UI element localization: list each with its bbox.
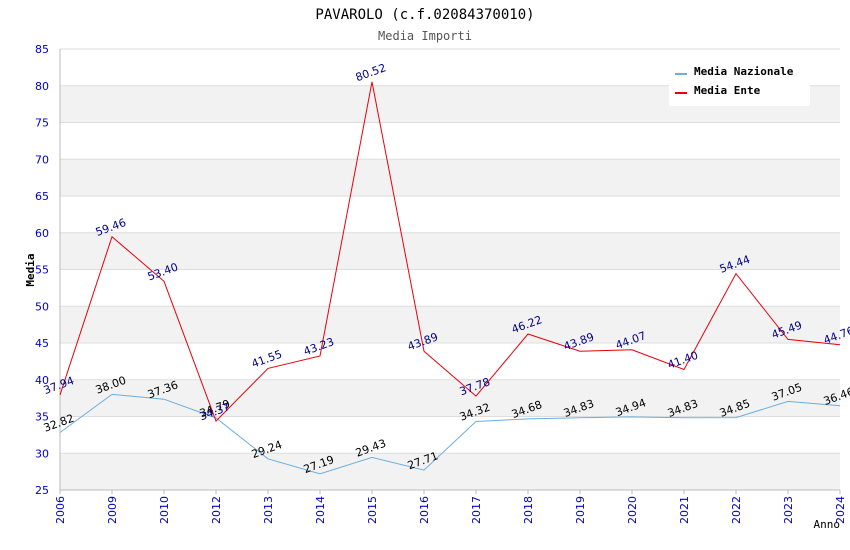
x-tick-2020: 2020 bbox=[626, 496, 639, 524]
x-tick-2013: 2013 bbox=[262, 496, 275, 524]
band-30 bbox=[60, 416, 840, 454]
x-tick-2009: 2009 bbox=[106, 496, 119, 524]
band-55 bbox=[60, 232, 840, 270]
band-70 bbox=[60, 122, 840, 160]
x-tick-2023: 2023 bbox=[782, 496, 795, 524]
x-axis-label: Anno bbox=[814, 518, 841, 531]
band-35 bbox=[60, 379, 840, 417]
band-50 bbox=[60, 269, 840, 307]
y-tick-50: 50 bbox=[35, 300, 49, 313]
x-tick-2010: 2010 bbox=[158, 496, 171, 524]
y-tick-80: 80 bbox=[35, 80, 49, 93]
gridlines bbox=[59, 48, 840, 491]
series-line-media-nazionale bbox=[59, 393, 841, 475]
background-bands bbox=[60, 49, 840, 490]
y-tick-65: 65 bbox=[35, 190, 49, 203]
x-tick-labels: 2006 2009 2010 2012 2013 2014 2015 2016 2017 2018… bbox=[54, 490, 847, 524]
x-tick-2017: 2017 bbox=[470, 496, 483, 524]
series-lines bbox=[59, 81, 841, 475]
y-tick-60: 60 bbox=[35, 227, 49, 240]
chart-subtitle: Media Importi bbox=[378, 29, 472, 43]
chart-title: PAVAROLO (c.f.02084370010) bbox=[315, 7, 534, 23]
legend-label-media-nazionale: Media Nazionale bbox=[694, 65, 794, 78]
x-tick-2016: 2016 bbox=[418, 496, 431, 524]
legend-box bbox=[669, 60, 810, 106]
y-tick-labels: 25 30 35 40 45 50 55 60 65 70 75 80 85 bbox=[35, 43, 49, 497]
x-tick-2022: 2022 bbox=[730, 496, 743, 524]
x-tick-2019: 2019 bbox=[574, 496, 587, 524]
band-65 bbox=[60, 159, 840, 196]
band-45 bbox=[60, 306, 840, 343]
series-line-media-ente bbox=[59, 81, 841, 423]
legend: Media Nazionale Media Ente bbox=[669, 60, 810, 106]
y-tick-70: 70 bbox=[35, 153, 49, 166]
y-tick-30: 30 bbox=[35, 447, 49, 460]
y-axis-label: Media bbox=[24, 253, 37, 286]
x-tick-2024: 2024 bbox=[834, 496, 847, 524]
y-tick-45: 45 bbox=[35, 337, 49, 350]
x-tick-2006: 2006 bbox=[54, 496, 67, 524]
y-tick-35: 35 bbox=[35, 411, 49, 424]
x-tick-2012: 2012 bbox=[210, 496, 223, 524]
y-tick-40: 40 bbox=[35, 374, 49, 387]
y-tick-55: 55 bbox=[35, 264, 49, 277]
legend-label-media-ente: Media Ente bbox=[694, 84, 761, 97]
y-tick-25: 25 bbox=[35, 484, 49, 497]
band-25 bbox=[60, 453, 840, 490]
y-tick-85: 85 bbox=[35, 43, 49, 56]
x-tick-2018: 2018 bbox=[522, 496, 535, 524]
x-tick-2014: 2014 bbox=[314, 496, 327, 524]
band-60 bbox=[60, 196, 840, 233]
x-tick-2021: 2021 bbox=[678, 496, 691, 524]
y-tick-75: 75 bbox=[35, 117, 49, 130]
x-tick-2015: 2015 bbox=[366, 496, 379, 524]
